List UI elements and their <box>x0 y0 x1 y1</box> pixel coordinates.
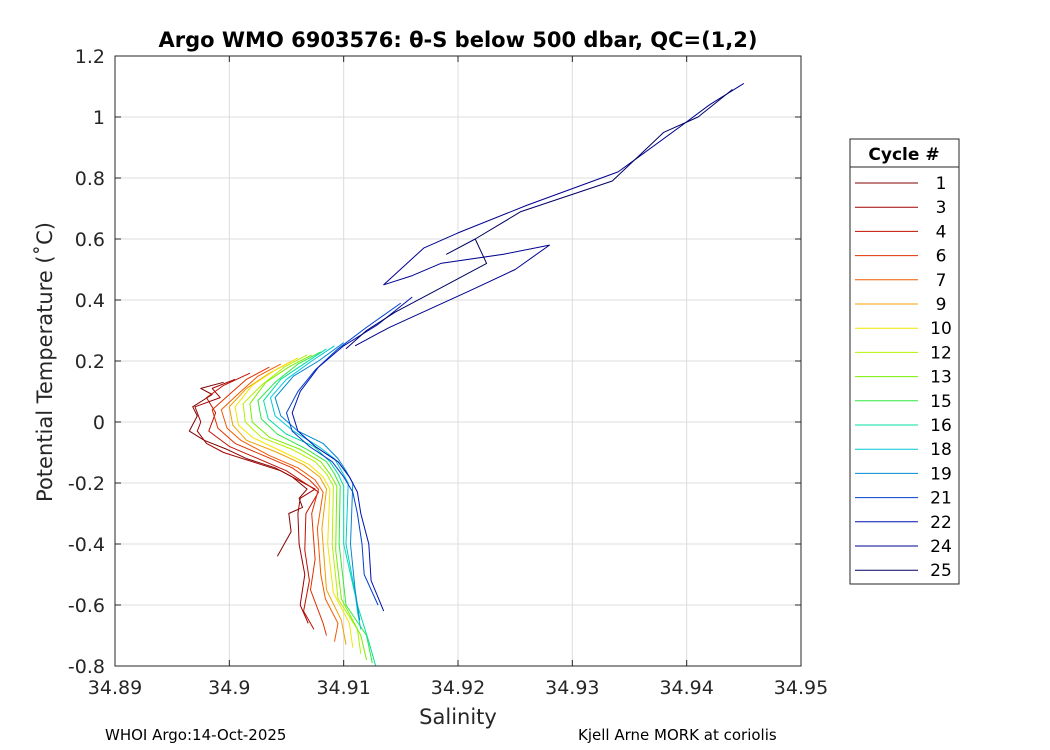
series-line-cycle-19 <box>274 342 361 621</box>
series-line-cycle-24 <box>354 82 745 347</box>
x-axis-label: Salinity <box>419 705 497 729</box>
series-line-cycle-7 <box>220 363 339 642</box>
series-line-cycle-6 <box>211 366 327 636</box>
x-tick-label: 34.93 <box>545 677 599 699</box>
x-tick-label: 34.91 <box>316 677 370 699</box>
legend-label-cycle-22: 22 <box>930 513 952 533</box>
legend-box <box>849 138 960 585</box>
legend-label-cycle-10: 10 <box>930 319 952 339</box>
y-tick-label: 1 <box>93 107 105 129</box>
legend-label-cycle-13: 13 <box>930 368 952 388</box>
legend-label-cycle-7: 7 <box>936 271 947 291</box>
legend-label-cycle-3: 3 <box>936 198 947 218</box>
y-tick-label: -0.4 <box>68 534 105 556</box>
x-tick-label: 34.95 <box>774 677 828 699</box>
x-tick-label: 34.9 <box>208 677 250 699</box>
legend-label-cycle-18: 18 <box>930 440 952 460</box>
legend-label-cycle-19: 19 <box>930 464 952 484</box>
y-tick-label: 0.6 <box>75 229 105 251</box>
y-tick-label: -0.6 <box>68 595 105 617</box>
y-tick-label: 0.2 <box>75 351 105 373</box>
y-tick-label: 0 <box>93 412 105 434</box>
series-line-cycle-10 <box>234 357 354 648</box>
legend-label-cycle-25: 25 <box>930 561 952 581</box>
legend-label-cycle-4: 4 <box>936 222 947 242</box>
legend-label-cycle-1: 1 <box>936 174 947 194</box>
legend-label-cycle-24: 24 <box>930 537 952 557</box>
series-line-cycle-21 <box>286 302 402 606</box>
y-tick-label: 0.4 <box>75 290 105 312</box>
chart-title: Argo WMO 6903576: θ-S below 500 dbar, QC… <box>159 28 758 52</box>
footer-credit: Kjell Arne MORK at coriolis <box>578 726 777 744</box>
y-tick-label: 1.2 <box>75 46 105 68</box>
legend-label-cycle-9: 9 <box>936 295 947 315</box>
legend-title: Cycle # <box>868 145 939 165</box>
x-tick-label: 34.94 <box>659 677 713 699</box>
x-tick-label: 34.92 <box>431 677 485 699</box>
legend-label-cycle-21: 21 <box>930 489 952 509</box>
legend-label-cycle-6: 6 <box>936 247 947 267</box>
series-line-cycle-15 <box>257 351 373 664</box>
series-line-cycle-13 <box>249 354 367 661</box>
axis-ticks: 34.89 34.9 34.91 34.92 34.93 34.94 34.95 1.2 1 0.… <box>68 46 828 699</box>
series-line-cycle-4 <box>206 372 319 630</box>
series-line-cycle-12 <box>242 354 362 654</box>
series-line-cycle-25 <box>345 89 733 350</box>
series-layer <box>188 82 745 667</box>
y-tick-label: -0.2 <box>68 473 105 495</box>
legend-label-cycle-12: 12 <box>930 343 952 363</box>
series-line-cycle-18 <box>270 345 362 630</box>
series-line-cycle-3 <box>194 378 316 624</box>
series-line-cycle-22 <box>291 296 413 612</box>
footer-source: WHOI Argo:14-Oct-2025 <box>105 726 286 744</box>
series-line-cycle-1 <box>188 381 308 557</box>
y-tick-label: 0.8 <box>75 168 105 190</box>
legend-label-cycle-15: 15 <box>930 392 952 412</box>
x-tick-label: 34.89 <box>88 677 142 699</box>
y-tick-label: -0.8 <box>68 656 105 678</box>
y-axis-label: Potential Temperature (˚C) <box>33 222 57 502</box>
legend-label-cycle-16: 16 <box>930 416 952 436</box>
series-line-cycle-9 <box>228 360 347 645</box>
